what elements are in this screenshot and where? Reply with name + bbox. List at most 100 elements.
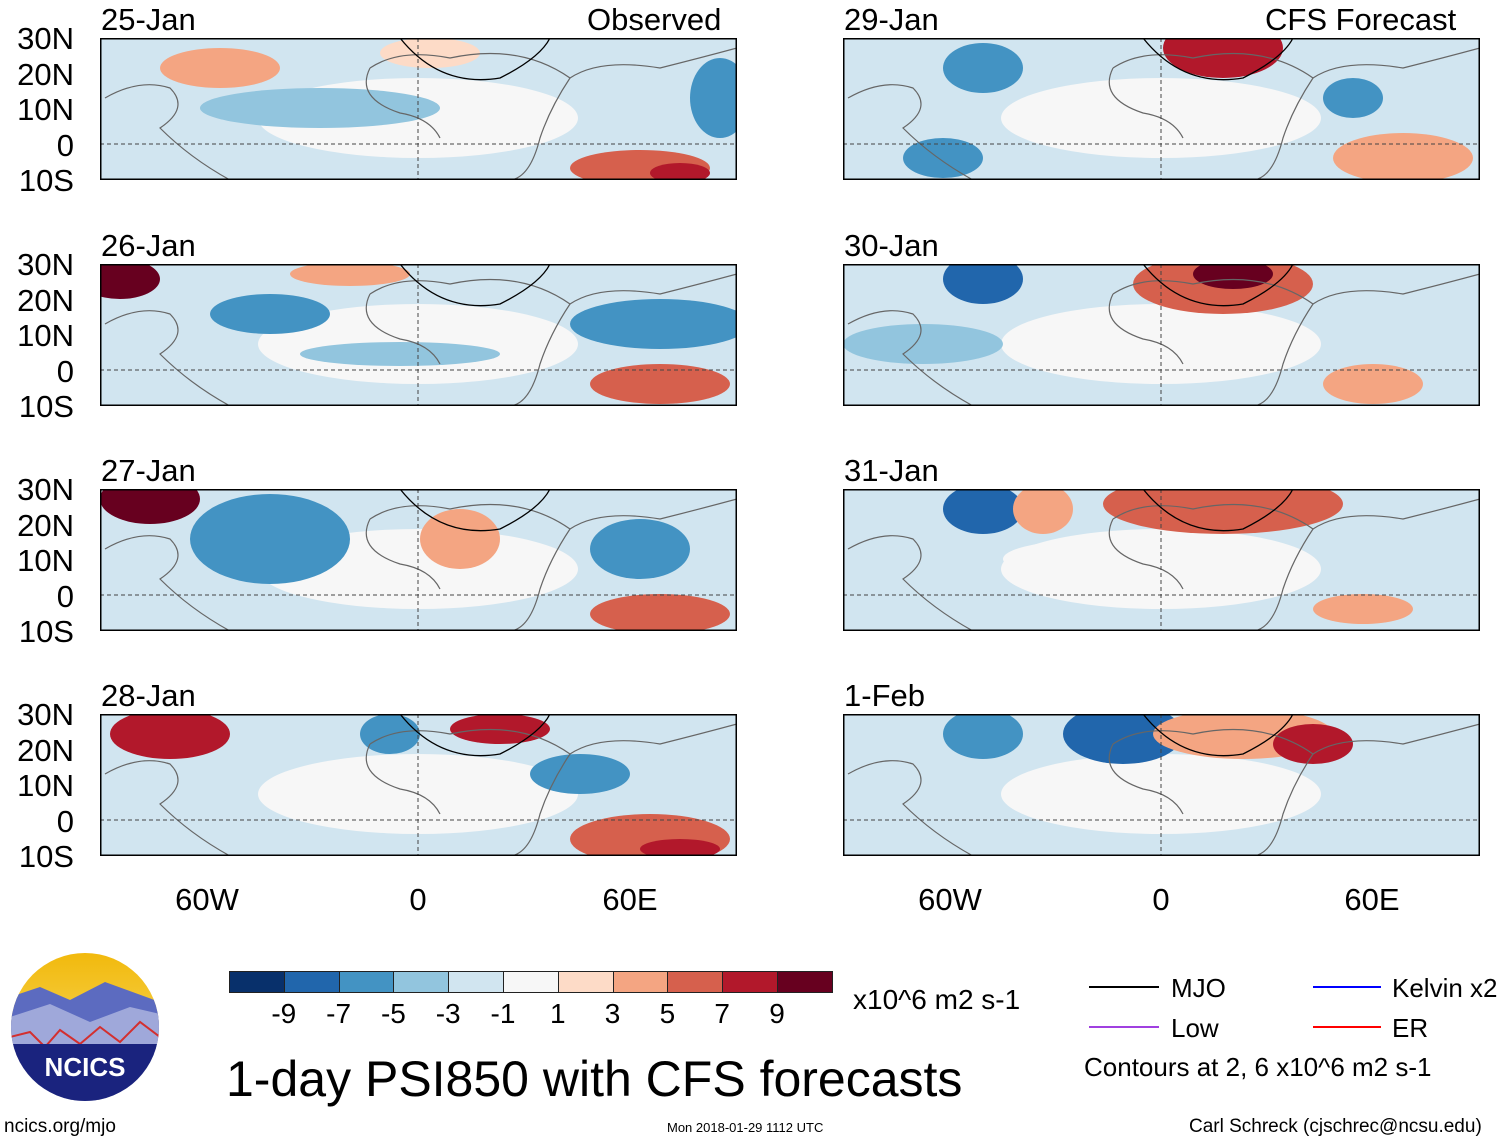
coastline <box>104 535 231 631</box>
lat-label: 20N <box>17 507 74 543</box>
anomaly-region <box>1363 754 1443 794</box>
colorbar-label: -9 <box>271 998 297 1029</box>
figure-title: 1-day PSI850 with CFS forecasts <box>226 1051 963 1107</box>
anomaly-region <box>590 519 690 579</box>
mjo-contour <box>399 714 551 757</box>
panel-date: 29-Jan <box>844 2 939 37</box>
panel-date: 28-Jan <box>101 678 196 713</box>
anomaly-region <box>110 714 230 759</box>
coastline <box>1312 273 1480 305</box>
coastline <box>1312 498 1480 530</box>
footer-author: Carl Schreck (cjschrec@ncsu.edu) <box>1189 1116 1482 1137</box>
colorbar-units: x10^6 m2 s-1 <box>853 984 1021 1015</box>
map-panel <box>843 38 1480 180</box>
anomaly-region <box>843 324 1003 364</box>
lat-label: 10N <box>17 768 74 803</box>
anomaly-region <box>100 489 200 524</box>
lat-label: 0 <box>56 803 74 839</box>
coastline <box>104 84 231 180</box>
colorbar-swatch <box>283 971 340 993</box>
coastline <box>365 728 571 856</box>
anomaly-region <box>530 754 630 794</box>
panel-frame <box>100 489 737 631</box>
anomaly-region <box>380 38 480 68</box>
lat-label: 10S <box>18 163 74 198</box>
coastline <box>847 84 974 180</box>
anomaly-region <box>943 43 1023 93</box>
lon-label: 60E <box>1344 882 1400 917</box>
svg-text:NCICS: NCICS <box>45 1052 126 1082</box>
anomaly-region <box>190 494 350 584</box>
anomaly-region <box>160 48 280 88</box>
mjo-contour <box>1142 38 1294 81</box>
colorbar-label: -1 <box>490 998 516 1029</box>
colorbar-swatch <box>557 971 614 993</box>
panel-frame <box>843 264 1480 406</box>
lat-label: 10S <box>18 389 74 424</box>
anomaly-region <box>943 714 1023 759</box>
anomaly-region <box>903 138 983 178</box>
lat-label: 10N <box>17 318 74 353</box>
anomaly-region <box>1003 539 1203 579</box>
anomaly-region <box>290 264 410 286</box>
anomaly-region <box>450 714 550 744</box>
lat-label: 10N <box>17 543 74 578</box>
coastline <box>1108 52 1314 180</box>
anomaly-region <box>1323 78 1383 118</box>
colorbar-swatch <box>612 971 669 993</box>
kelvin-line-icon <box>1313 986 1381 988</box>
mjo-contour <box>399 38 551 81</box>
panel-date: 30-Jan <box>844 228 939 263</box>
footer-url[interactable]: ncics.org/mjo <box>4 1116 116 1137</box>
lon-label: 60W <box>175 882 239 917</box>
coastline <box>1312 723 1480 755</box>
colorbar-swatch <box>448 971 504 993</box>
lat-label: 20N <box>17 282 74 318</box>
lat-label: 10S <box>18 614 74 649</box>
anomaly-region <box>360 714 420 754</box>
colorbar-label: -3 <box>435 998 461 1029</box>
coastline <box>1108 728 1314 856</box>
lat-label: 10S <box>18 839 74 874</box>
coastline <box>365 52 571 180</box>
lat-label: 0 <box>56 127 74 163</box>
panel-frame <box>843 38 1480 180</box>
anomaly-region <box>590 594 730 631</box>
map-panel <box>100 264 737 406</box>
footer-timestamp: Mon 2018-01-29 1112 UTC <box>667 1120 824 1135</box>
coastline <box>569 47 737 79</box>
mjo-contour <box>399 489 551 532</box>
observed-header: Observed <box>587 2 722 37</box>
colorbar-swatch <box>229 971 285 993</box>
lat-label: 30N <box>17 247 74 282</box>
panel-frame <box>843 489 1480 631</box>
mjo-contour <box>1142 264 1294 307</box>
legend-label: MJO <box>1171 973 1226 1003</box>
ncics-logo: NCICS <box>11 953 159 1101</box>
colorbar-label: 9 <box>769 998 785 1029</box>
anomaly-region <box>100 264 160 299</box>
anomaly-region <box>1163 38 1283 78</box>
colorbar-swatch <box>338 971 395 993</box>
anomaly-region <box>1323 364 1423 404</box>
low-line-icon <box>1089 1026 1159 1028</box>
colorbar-swatch <box>503 971 559 993</box>
panel-frame <box>100 264 737 406</box>
lat-label: 10N <box>17 92 74 127</box>
panel-date: 27-Jan <box>101 453 196 488</box>
panel-date: 26-Jan <box>101 228 196 263</box>
anomaly-region <box>590 364 730 404</box>
anomaly-region <box>570 299 737 349</box>
coastline <box>569 273 737 305</box>
lat-label: 30N <box>17 472 74 507</box>
anomaly-region <box>1273 724 1353 764</box>
panel-frame <box>843 714 1480 856</box>
coastline <box>365 503 571 631</box>
anomaly-region <box>300 342 500 366</box>
coastline <box>365 278 571 406</box>
anomaly-region <box>420 509 500 569</box>
lon-label: 60E <box>602 882 658 917</box>
colorbar-label: 7 <box>714 998 730 1029</box>
coastline <box>569 723 737 755</box>
anomaly-region <box>650 163 710 180</box>
